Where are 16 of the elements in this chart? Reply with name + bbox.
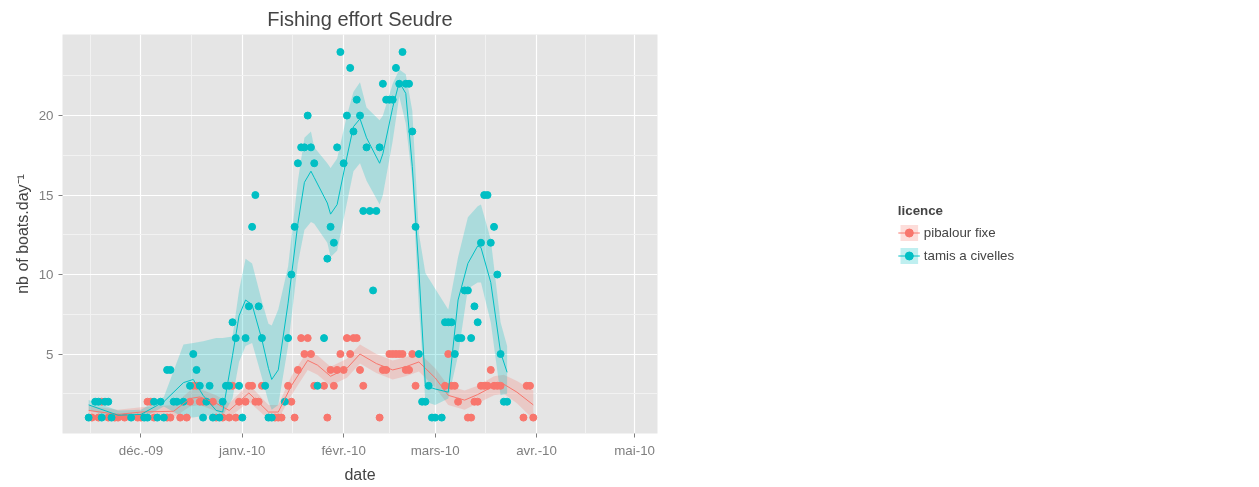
x-tick-label: févr.-10 — [321, 442, 366, 458]
legend-title: licence — [897, 202, 944, 217]
x-axis-title: date — [344, 465, 376, 483]
y-axis-title: nb of boats.day⁻¹ — [13, 174, 31, 294]
x-tick-label: mars-10 — [410, 442, 460, 458]
legend-label: pibalour fixe — [923, 224, 996, 240]
x-tick-label: mai-10 — [614, 442, 655, 458]
chart-title: Fishing effort Seudre — [267, 7, 453, 30]
y-tick-label: 10 — [38, 267, 54, 283]
x-tick-label: janv.-10 — [218, 442, 266, 458]
x-tick-label: déc.-09 — [118, 442, 164, 458]
y-tick-label: 20 — [38, 108, 54, 124]
y-tick-label: 15 — [38, 187, 54, 203]
legend-label: tamis a civelles — [923, 247, 1015, 263]
y-tick-label: 5 — [46, 346, 54, 362]
x-tick-label: avr.-10 — [516, 442, 557, 458]
